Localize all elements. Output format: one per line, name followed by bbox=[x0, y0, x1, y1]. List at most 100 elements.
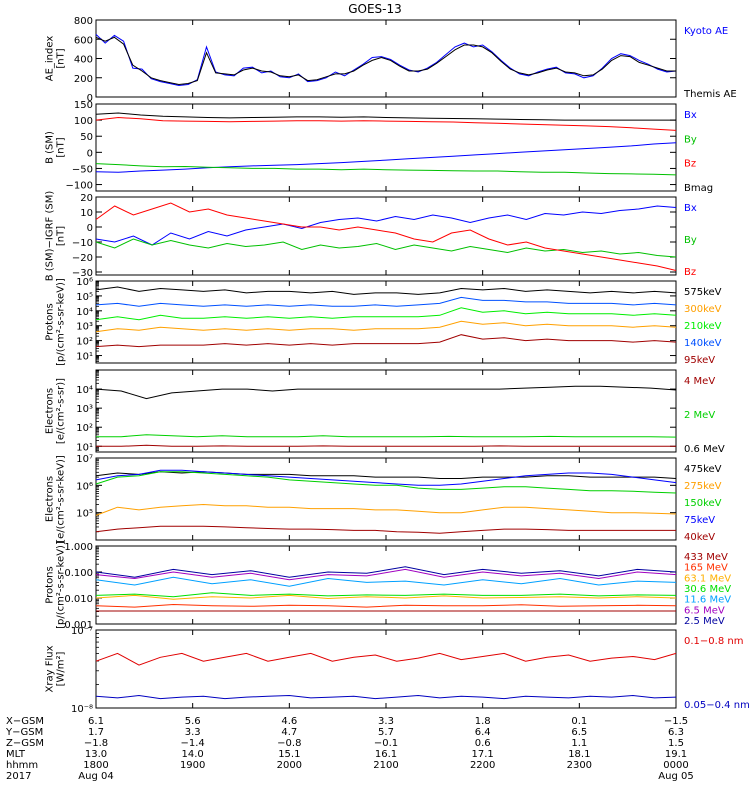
legend-label: Bx bbox=[684, 203, 697, 214]
panel-6: 10⁵ 10⁶ 10⁷ Electrons[e/(cm²-s-sr-keV)] 475k… bbox=[45, 454, 722, 543]
series-line-4-mev bbox=[96, 444, 676, 447]
legend-label: Bx bbox=[684, 110, 697, 121]
footer-cell: 6.1 bbox=[88, 716, 104, 727]
y-tick-label: 50 bbox=[80, 132, 93, 143]
footer-row-label: X−GSM bbox=[6, 716, 44, 727]
footer-cell: 1.7 bbox=[88, 727, 104, 738]
y-tick-label: 0.100 bbox=[64, 568, 93, 579]
series-line-0-1-0-8-nm bbox=[95, 652, 677, 666]
series-line-by bbox=[95, 238, 677, 258]
series-line-11-6-mev bbox=[95, 576, 677, 587]
legend-label: 210keV bbox=[684, 321, 722, 332]
footer-row-label: MLT bbox=[6, 749, 26, 760]
legend-label: 0.1−0.8 nm bbox=[684, 636, 743, 647]
series-line-0-6-mev bbox=[95, 385, 677, 400]
series-line-2-mev bbox=[96, 434, 677, 438]
y-tick-label: 10⁴ bbox=[76, 307, 93, 318]
footer-cell: 18.1 bbox=[568, 749, 590, 760]
legend-label: 2 MeV bbox=[684, 410, 715, 421]
footer-cell: 0.1 bbox=[571, 716, 587, 727]
panel-3: −30 −20 −10 0 10 20 B (SM)−IGRF (SM)[nT] Bx By Bz bbox=[45, 191, 697, 282]
y-tick-label: 1.000 bbox=[64, 542, 93, 553]
y-tick-label: 10⁵ bbox=[76, 292, 93, 303]
y-tick-label: 20 bbox=[80, 193, 93, 204]
y-tick-label: 0 bbox=[87, 148, 93, 159]
y-tick-label: 10² bbox=[76, 423, 93, 434]
y-tick-label: 10⁶ bbox=[76, 481, 93, 492]
footer-cell: −1.5 bbox=[664, 716, 688, 727]
legend-label: Bz bbox=[684, 159, 696, 170]
legend-label: 95keV bbox=[684, 355, 715, 366]
panel-7: 0.001 0.010 0.100 1.000Protons[p/(cm²-s-sr-… bbox=[45, 541, 732, 631]
y-tick-label: 150 bbox=[74, 100, 93, 111]
y-axis-label: B (SM)[nT] bbox=[45, 131, 67, 164]
footer-cell: 1800 bbox=[83, 760, 108, 771]
y-tick-label: 10³ bbox=[76, 404, 93, 415]
legend-label: 275keV bbox=[684, 481, 722, 492]
legend-label: 150keV bbox=[684, 498, 722, 509]
y-tick-label: 600 bbox=[74, 35, 93, 46]
legend-label: 4 MeV bbox=[684, 376, 715, 387]
series-line-themis-ae bbox=[95, 36, 676, 86]
y-tick-label: 0 bbox=[87, 93, 93, 104]
footer-row-label: hhmm bbox=[6, 760, 38, 771]
y-axis-label: Xray Flux[W/m²] bbox=[45, 645, 67, 692]
y-tick-label: 10⁻⁷ bbox=[71, 626, 93, 637]
y-axis-label: B (SM)−IGRF (SM)[nT] bbox=[45, 191, 67, 282]
y-tick-label: −100 bbox=[66, 181, 93, 192]
y-tick-label: 200 bbox=[74, 74, 93, 85]
footer-cell: Aug 05 bbox=[658, 771, 693, 782]
footer-cell: −1.8 bbox=[84, 738, 108, 749]
series-line-2-5-mev bbox=[95, 566, 677, 578]
legend-label: 165 MeV bbox=[684, 563, 728, 574]
legend-label: 300keV bbox=[684, 304, 722, 315]
footer-cell: 3.3 bbox=[185, 727, 201, 738]
footer-cell: 16.1 bbox=[375, 749, 397, 760]
footer-cell: 5.6 bbox=[185, 716, 201, 727]
panel-2: −100 −50 0 50 100 150 B (SM)[nT] Bx By Bz Bmag bbox=[45, 100, 714, 194]
y-tick-label: 0 bbox=[87, 223, 93, 234]
y-tick-label: 10¹ bbox=[76, 352, 93, 363]
series-line-bz bbox=[95, 202, 677, 271]
footer-cell: −1.4 bbox=[181, 738, 205, 749]
legend-label: Bz bbox=[684, 267, 696, 278]
legend-label: 75keV bbox=[684, 515, 715, 526]
footer-cell: 1900 bbox=[180, 760, 205, 771]
footer-row-label: Y−GSM bbox=[5, 727, 43, 738]
legend-label: 40keV bbox=[684, 532, 715, 543]
panel-8: 10⁻⁸ 10⁻⁷ Xray Flux[W/m²] 0.1−0.8 nm 0.05−0.… bbox=[45, 626, 750, 715]
y-axis-label: Protons[p/(cm²-s-sr-keV)] bbox=[45, 541, 67, 629]
series-line-95kev bbox=[95, 334, 677, 348]
y-tick-label: 10⁷ bbox=[76, 454, 93, 465]
legend-label: Kyoto AE bbox=[684, 26, 728, 37]
footer-cell: 6.5 bbox=[571, 727, 587, 738]
series-line-165-mev bbox=[95, 603, 677, 608]
legend-label: 30.6 MeV bbox=[684, 584, 731, 595]
legend-label: Themis AE bbox=[683, 89, 737, 100]
footer-cell: 2200 bbox=[470, 760, 495, 771]
legend-label: 433 MeV bbox=[684, 552, 728, 563]
series-line-75kev bbox=[95, 469, 677, 486]
y-tick-label: 10 bbox=[80, 208, 93, 219]
legend-label: 63.1 MeV bbox=[684, 573, 731, 584]
footer-cell: 1.8 bbox=[475, 716, 491, 727]
footer-row-label: Z−GSM bbox=[6, 738, 44, 749]
footer-cell: 0.6 bbox=[475, 738, 491, 749]
chart-title: GOES-13 bbox=[348, 2, 402, 16]
series-line-kyoto-ae bbox=[95, 34, 677, 87]
y-tick-label: 10⁵ bbox=[76, 509, 93, 520]
legend-label: By bbox=[684, 235, 697, 246]
y-axis-label: AE_index[nT] bbox=[45, 36, 67, 82]
series-line-275kev bbox=[95, 503, 677, 516]
y-tick-label: −10 bbox=[72, 238, 93, 249]
y-tick-label: 10⁴ bbox=[76, 385, 93, 396]
series-line-63-1-mev bbox=[95, 594, 677, 600]
footer-cell: 2300 bbox=[567, 760, 592, 771]
series-line-30-6-mev bbox=[95, 592, 677, 598]
footer-cell: 4.6 bbox=[281, 716, 297, 727]
footer-cell: 14.0 bbox=[182, 749, 204, 760]
footer-cell: 19.1 bbox=[665, 749, 687, 760]
legend-label: 6.5 MeV bbox=[684, 605, 725, 616]
